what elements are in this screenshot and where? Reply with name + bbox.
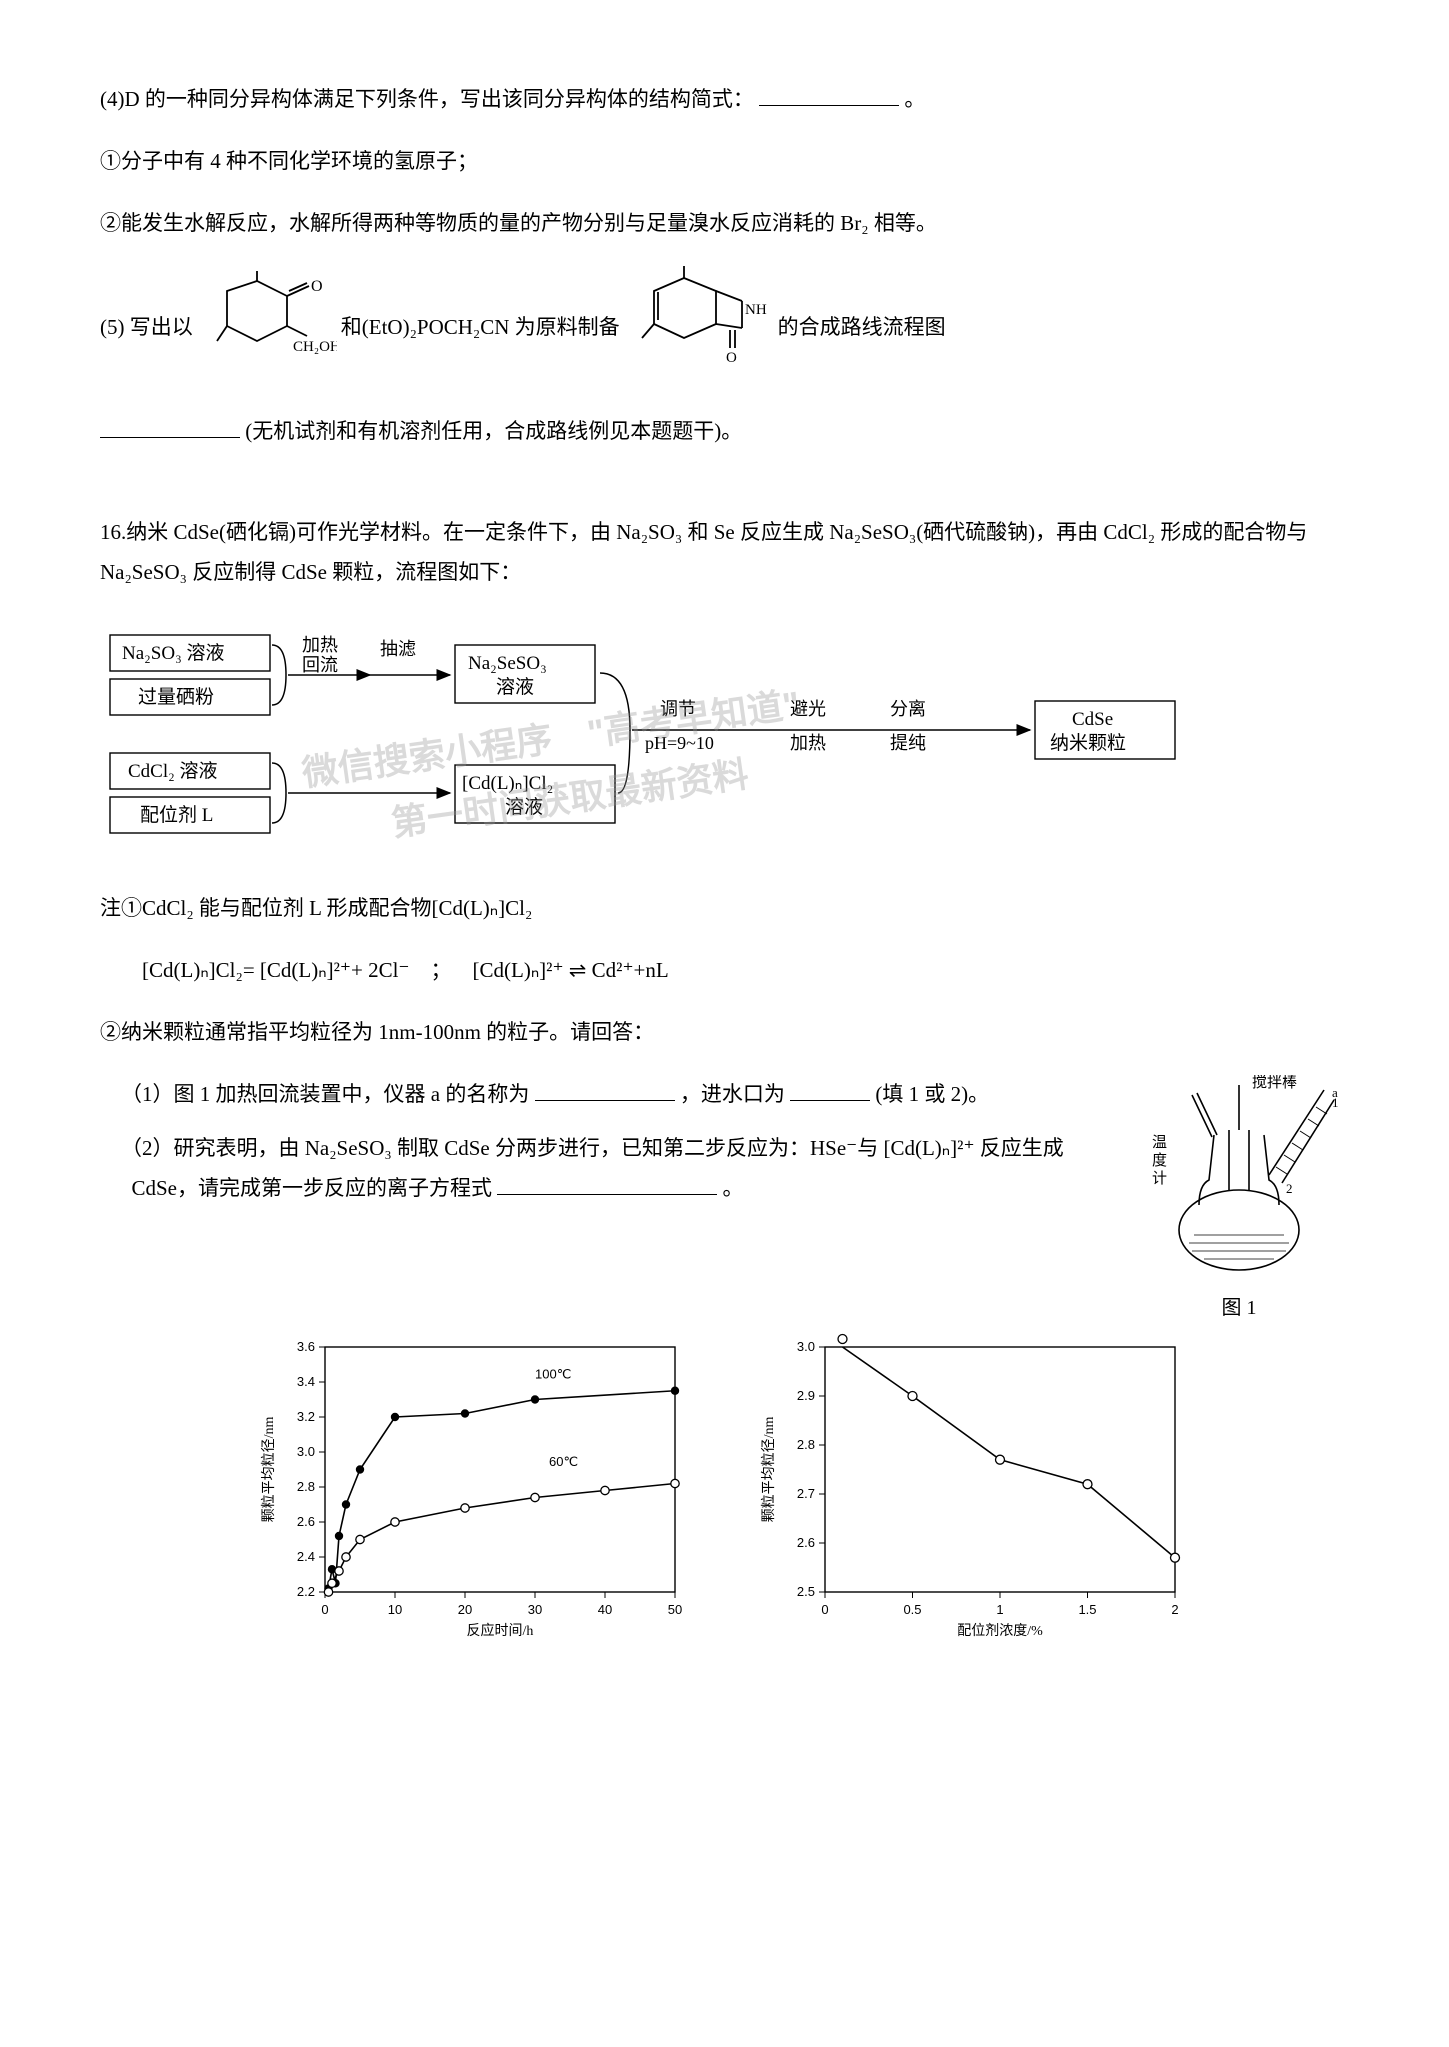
svg-text:反应时间/h: 反应时间/h	[466, 1622, 533, 1639]
svg-text:2.5: 2.5	[796, 1584, 814, 1599]
q4-period: 。	[904, 87, 925, 111]
svg-text:计: 计	[1152, 1170, 1167, 1187]
svg-text:60℃: 60℃	[549, 1454, 578, 1469]
svg-text:2.6: 2.6	[296, 1514, 314, 1529]
blank-q5[interactable]	[100, 412, 240, 437]
q5-c: 的合成路线流程图	[778, 308, 946, 348]
svg-text:2.7: 2.7	[796, 1486, 814, 1501]
svg-text:0: 0	[821, 1602, 828, 1617]
chart-right: 0 0.5 1 1.5 2 2.5 2.6 2.7 2.8 2.9 3.0 配位剂浓度/% 颗粒平均粒径…	[755, 1327, 1195, 1647]
svg-text:2: 2	[1286, 1181, 1293, 1196]
blank-q4[interactable]	[759, 81, 899, 106]
svg-text:2.2: 2.2	[296, 1584, 314, 1599]
svg-text:2: 2	[1171, 1602, 1178, 1617]
svg-text:20: 20	[457, 1602, 471, 1617]
chart-left: 0 10 20 30 40 50 2.2 2.4 2.6 2.8 3.0 3.2 3.4 3.6 反应时间/…	[255, 1327, 695, 1647]
svg-text:调节: 调节	[660, 699, 696, 719]
svg-text:温: 温	[1152, 1134, 1167, 1151]
svg-text:纳米颗粒: 纳米颗粒	[1050, 732, 1126, 754]
svg-text:颗粒平均粒径/nm: 颗粒平均粒径/nm	[261, 1416, 277, 1522]
svg-text:溶液: 溶液	[505, 796, 543, 818]
svg-text:加热: 加热	[790, 733, 826, 753]
blank-q16-1a[interactable]	[535, 1076, 675, 1101]
svg-text:1: 1	[996, 1602, 1003, 1617]
svg-text:40: 40	[597, 1602, 611, 1617]
q5-line2: (无机试剂和有机溶剂任用，合成路线例见本题题干)。	[100, 412, 1349, 452]
q5-d: (无机试剂和有机溶剂任用，合成路线例见本题题干)。	[245, 419, 742, 443]
svg-text:配位剂 L: 配位剂 L	[140, 804, 213, 826]
svg-text:分离: 分离	[890, 699, 926, 719]
molecule-2-icon: NH O	[624, 266, 774, 390]
fig1-label: 图 1	[1129, 1289, 1349, 1327]
svg-text:2.8: 2.8	[296, 1479, 314, 1494]
flowchart: 微信搜索小程序 "高考早知道" 第一时间获取最新资料 Na₂SO₃ 溶液 过量硒…	[100, 615, 1349, 859]
svg-text:搅拌棒: 搅拌棒	[1252, 1075, 1297, 1091]
svg-text:2.9: 2.9	[796, 1388, 814, 1403]
blank-q16-1b[interactable]	[790, 1076, 870, 1101]
svg-text:3.6: 3.6	[296, 1339, 314, 1354]
svg-text:度: 度	[1152, 1152, 1167, 1169]
svg-text:2.6: 2.6	[796, 1535, 814, 1550]
svg-text:CdSe: CdSe	[1072, 709, 1113, 730]
molecule-1-icon: O CH₂OH	[197, 271, 337, 385]
flow-box1: Na₂SO₃ 溶液	[122, 642, 224, 664]
svg-text:配位剂浓度/%: 配位剂浓度/%	[957, 1623, 1043, 1639]
svg-text:2.8: 2.8	[796, 1437, 814, 1452]
svg-text:CH₂OH: CH₂OH	[293, 339, 337, 355]
svg-text:NH: NH	[745, 302, 767, 318]
svg-text:2.4: 2.4	[296, 1549, 314, 1564]
svg-text:3.0: 3.0	[296, 1444, 314, 1459]
q5-line1: (5) 写出以 O CH₂OH 和(EtO)₂POCH₂CN 为原料制备 NH …	[100, 266, 1349, 390]
svg-text:30: 30	[527, 1602, 541, 1617]
q4-line: (4)D 的一种同分异构体满足下列条件，写出该同分异构体的结构简式： 。	[100, 80, 1349, 120]
svg-text:10: 10	[387, 1602, 401, 1617]
blank-q16-2[interactable]	[497, 1169, 717, 1194]
svg-text:O: O	[311, 278, 323, 295]
chart-row: 010203040502.22.42.62.83.03.23.43.6反应时间/…	[100, 1327, 1349, 1647]
svg-text:[Cd(L)ₙ]Cl₂: [Cd(L)ₙ]Cl₂	[462, 773, 553, 794]
svg-text:提纯: 提纯	[890, 733, 926, 753]
q5-b: 和(EtO)₂POCH₂CN 为原料制备	[341, 308, 620, 348]
q4-1: ①分子中有 4 种不同化学环境的氢原子；	[100, 142, 1349, 182]
svg-text:颗粒平均粒径/nm: 颗粒平均粒径/nm	[761, 1416, 777, 1522]
svg-text:0: 0	[321, 1602, 328, 1617]
svg-text:回流: 回流	[302, 655, 338, 675]
svg-text:100℃: 100℃	[535, 1366, 571, 1381]
svg-text:3.2: 3.2	[296, 1409, 314, 1424]
svg-text:抽滤: 抽滤	[380, 639, 416, 659]
note1: 注①CdCl₂ 能与配位剂 L 形成配合物[Cd(L)ₙ]Cl₂	[100, 889, 1349, 929]
flow-box2: 过量硒粉	[138, 686, 214, 708]
note2: ②纳米颗粒通常指平均粒径为 1nm-100nm 的粒子。请回答：	[100, 1013, 1349, 1053]
svg-text:避光: 避光	[790, 699, 826, 719]
svg-text:加热: 加热	[302, 635, 338, 655]
note1-eq: [Cd(L)ₙ]Cl₂= [Cd(L)ₙ]²⁺+ 2Cl⁻ ； [Cd(L)ₙ]…	[142, 951, 1349, 991]
svg-text:1.5: 1.5	[1078, 1602, 1096, 1617]
svg-text:0.5: 0.5	[903, 1602, 921, 1617]
svg-text:溶液: 溶液	[496, 676, 534, 698]
svg-text:50: 50	[667, 1602, 681, 1617]
q4-2: ②能发生水解反应，水解所得两种等物质的量的产物分别与足量溴水反应消耗的 Br₂ …	[100, 204, 1349, 244]
svg-text:a: a	[1332, 1085, 1338, 1100]
svg-text:pH=9~10: pH=9~10	[645, 733, 714, 753]
svg-text:Na₂SeSO₃: Na₂SeSO₃	[468, 653, 547, 674]
q5-a: (5) 写出以	[100, 308, 193, 348]
svg-text:CdCl₂ 溶液: CdCl₂ 溶液	[128, 760, 218, 782]
svg-text:3.4: 3.4	[296, 1374, 314, 1389]
svg-text:3.0: 3.0	[796, 1339, 814, 1354]
apparatus-figure: 1 a 2 搅拌棒 温 度 计 图 1	[1129, 1075, 1349, 1327]
q4-text: (4)D 的一种同分异构体满足下列条件，写出该同分异构体的结构简式：	[100, 87, 754, 111]
svg-text:O: O	[726, 350, 737, 366]
q16-intro: 16.纳米 CdSe(硒化镉)可作光学材料。在一定条件下，由 Na₂SO₃ 和 …	[100, 513, 1349, 593]
